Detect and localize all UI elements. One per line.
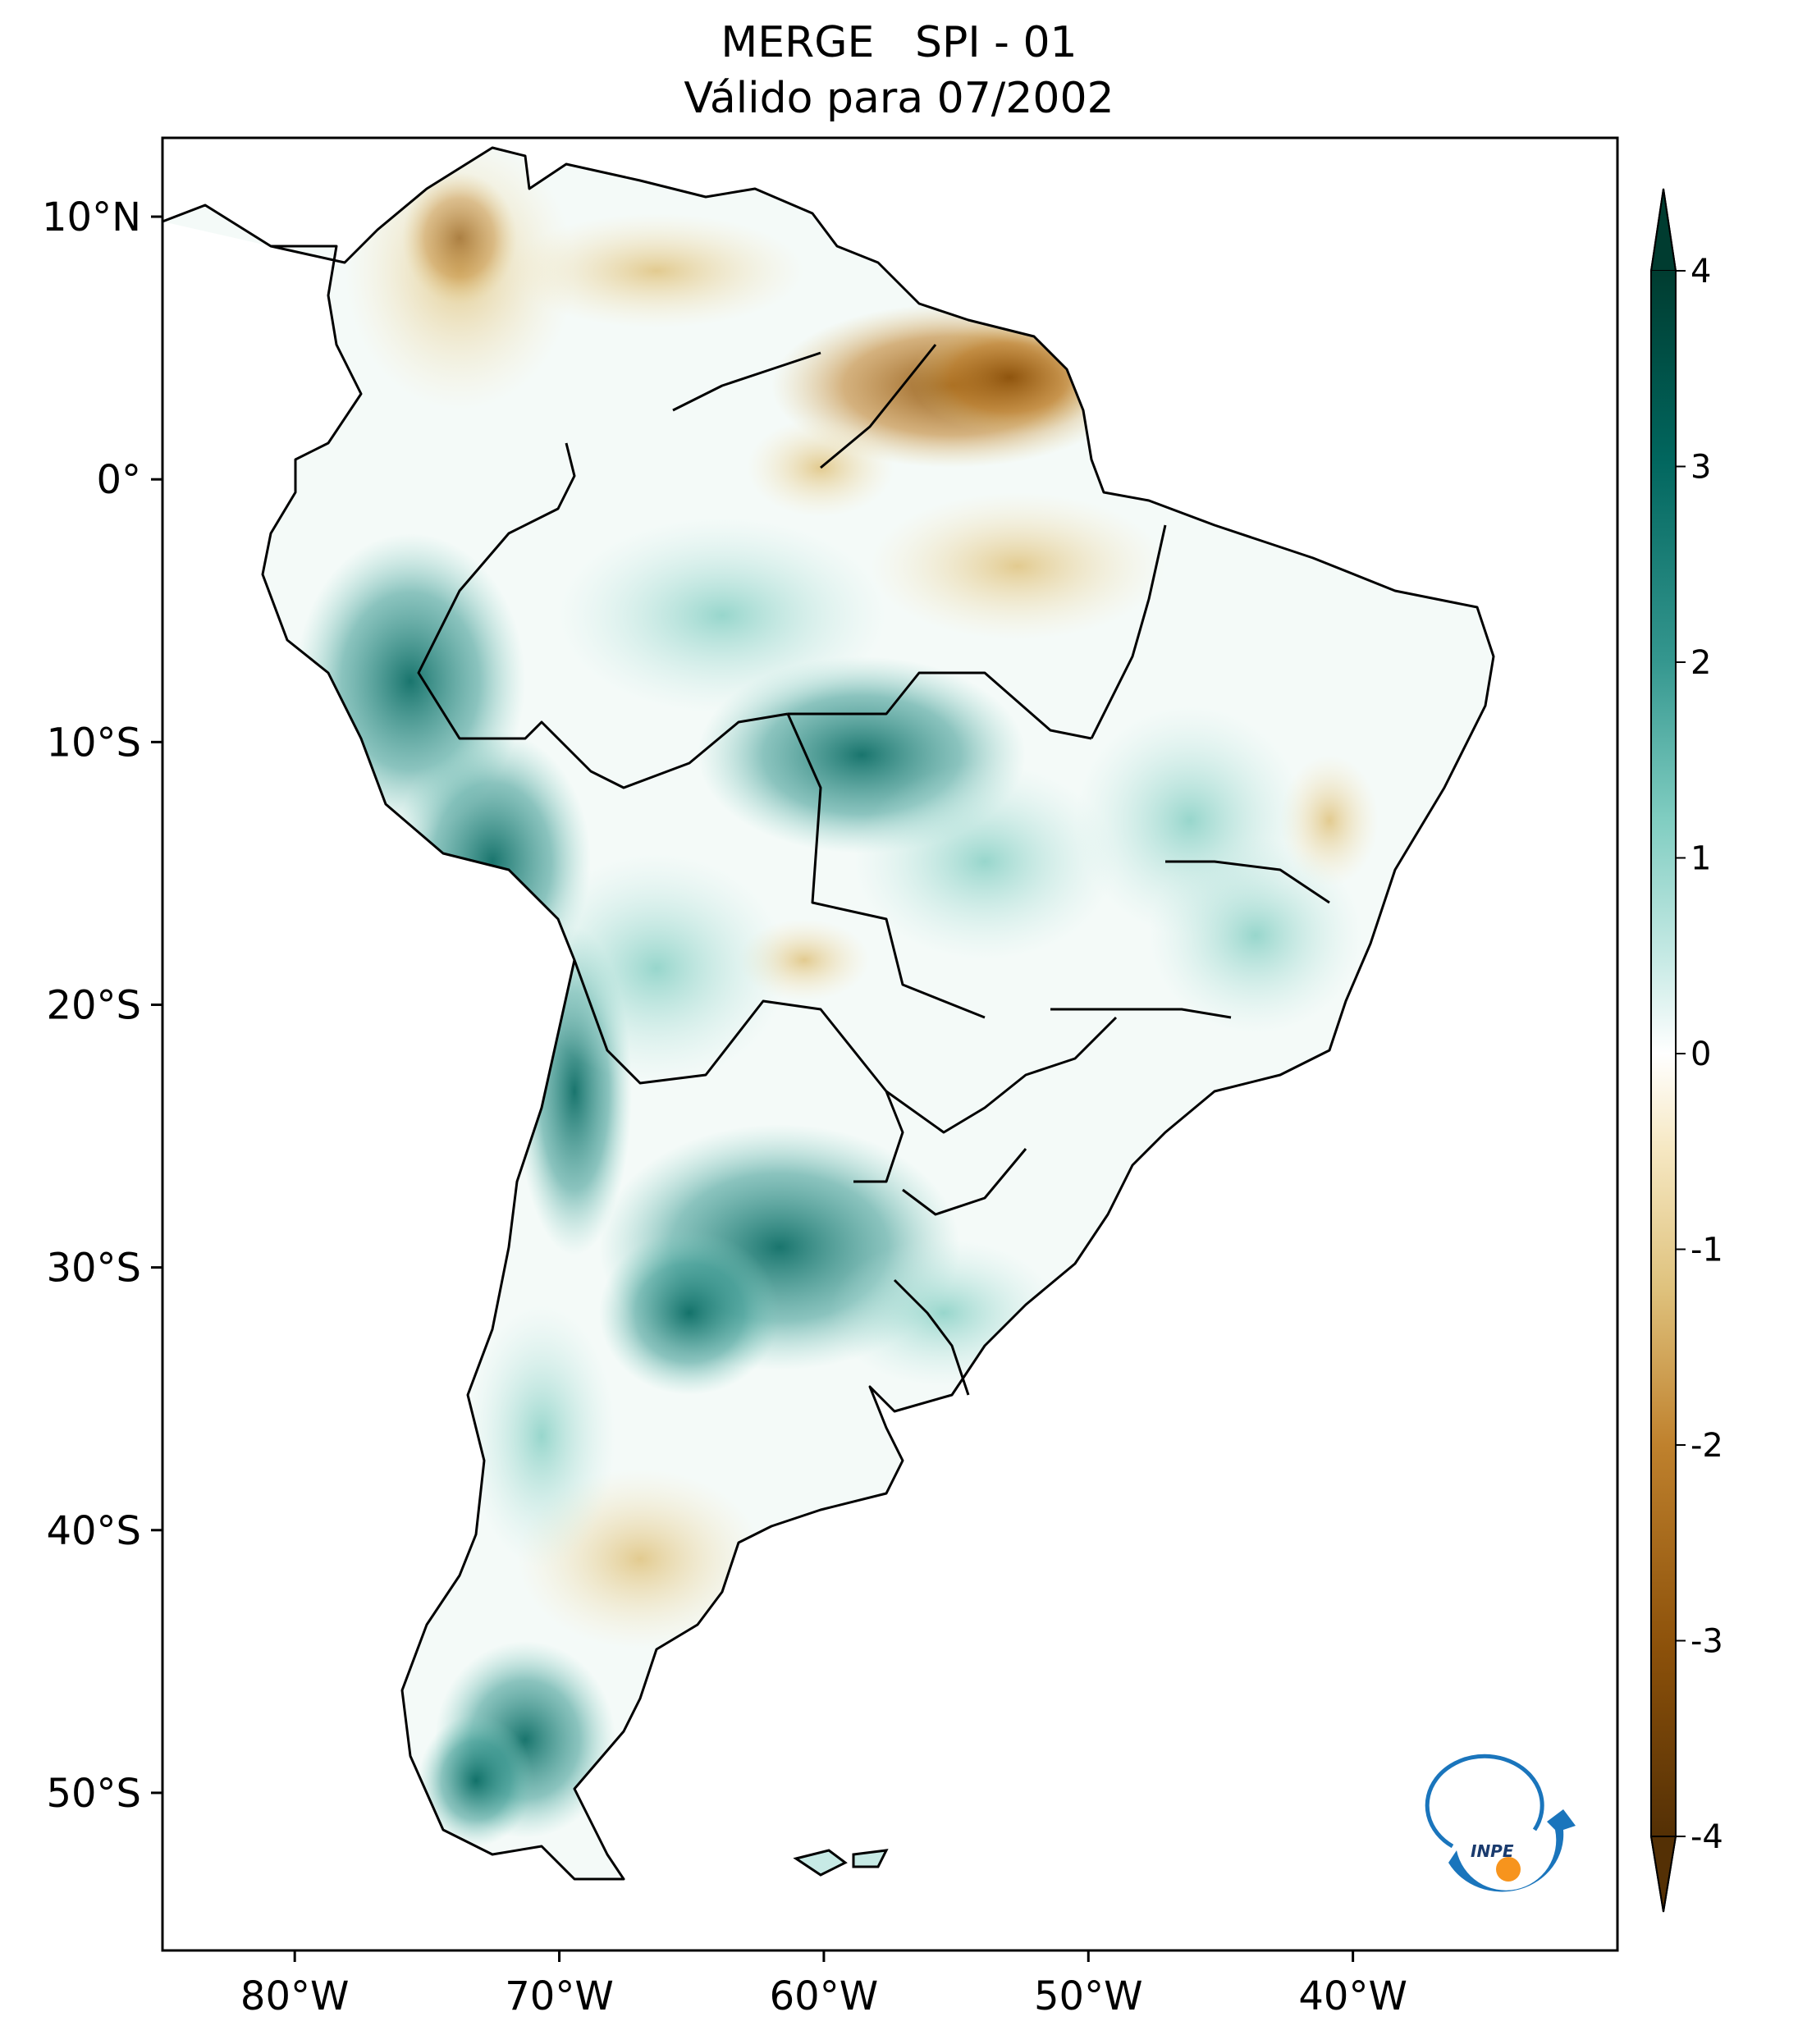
colorbar-tick-label: -1	[1690, 1232, 1723, 1269]
colorbar-extend-bottom	[1649, 1836, 1677, 1913]
logo-arrow-icon	[1448, 1809, 1576, 1892]
lat-tick-label: 10°S	[46, 720, 141, 766]
lon-tick-label: 40°W	[1298, 1973, 1407, 2019]
lon-tick-label: 70°W	[505, 1973, 614, 2019]
colorbar: 4 3 2 1 0 -1 -2 -3 -4	[1649, 188, 1723, 1913]
lat-tick-label: 0°	[96, 457, 141, 503]
colorbar-ticks: 4 3 2 1 0 -1 -2 -3 -4	[1676, 253, 1723, 1856]
colorbar-gradient	[1651, 271, 1676, 1836]
map-frame-content	[162, 146, 1495, 1881]
spi-field	[162, 148, 1494, 1879]
lon-tick-label: 50°W	[1034, 1973, 1143, 2019]
colorbar-tick-label: -4	[1690, 1818, 1723, 1856]
logo-sun-icon	[1496, 1857, 1521, 1882]
colorbar-tick-label: 2	[1690, 644, 1711, 682]
lon-tick-label: 80°W	[240, 1973, 350, 2019]
lon-tick-label: 60°W	[770, 1973, 879, 2019]
logo-orbit-icon	[1425, 1754, 1544, 1849]
colorbar-tick-label: -2	[1690, 1427, 1723, 1465]
map-frame	[161, 136, 1619, 1952]
colorbar-extend-top	[1649, 188, 1677, 272]
colorbar-tick-label: 4	[1690, 253, 1711, 290]
lat-tick-label: 20°S	[46, 982, 141, 1028]
colorbar-tick-label: 0	[1690, 1036, 1711, 1073]
lat-tick-label: 50°S	[46, 1771, 141, 1817]
falklands	[793, 1849, 889, 1877]
country-borders	[417, 344, 1330, 1396]
lon-axis: 80°W 70°W 60°W 50°W 40°W	[240, 1950, 1407, 2019]
colorbar-tick-label: 3	[1690, 449, 1711, 487]
lat-tick-label: 10°N	[42, 194, 141, 240]
inpe-logo: INPE	[1425, 1754, 1576, 1892]
map-title: MERGE SPI - 01	[721, 18, 1077, 67]
lat-axis: 10°N 0° 10°S 20°S 30°S 40°S 50°S	[42, 194, 162, 1817]
logo-text: INPE	[1471, 1841, 1514, 1861]
coastline	[162, 146, 1495, 1881]
colorbar-tick-label: -3	[1690, 1623, 1723, 1661]
lat-tick-label: 30°S	[46, 1246, 141, 1292]
map-subtitle: Válido para 07/2002	[684, 74, 1114, 123]
lat-tick-label: 40°S	[46, 1508, 141, 1554]
colorbar-tick-label: 1	[1690, 840, 1711, 878]
